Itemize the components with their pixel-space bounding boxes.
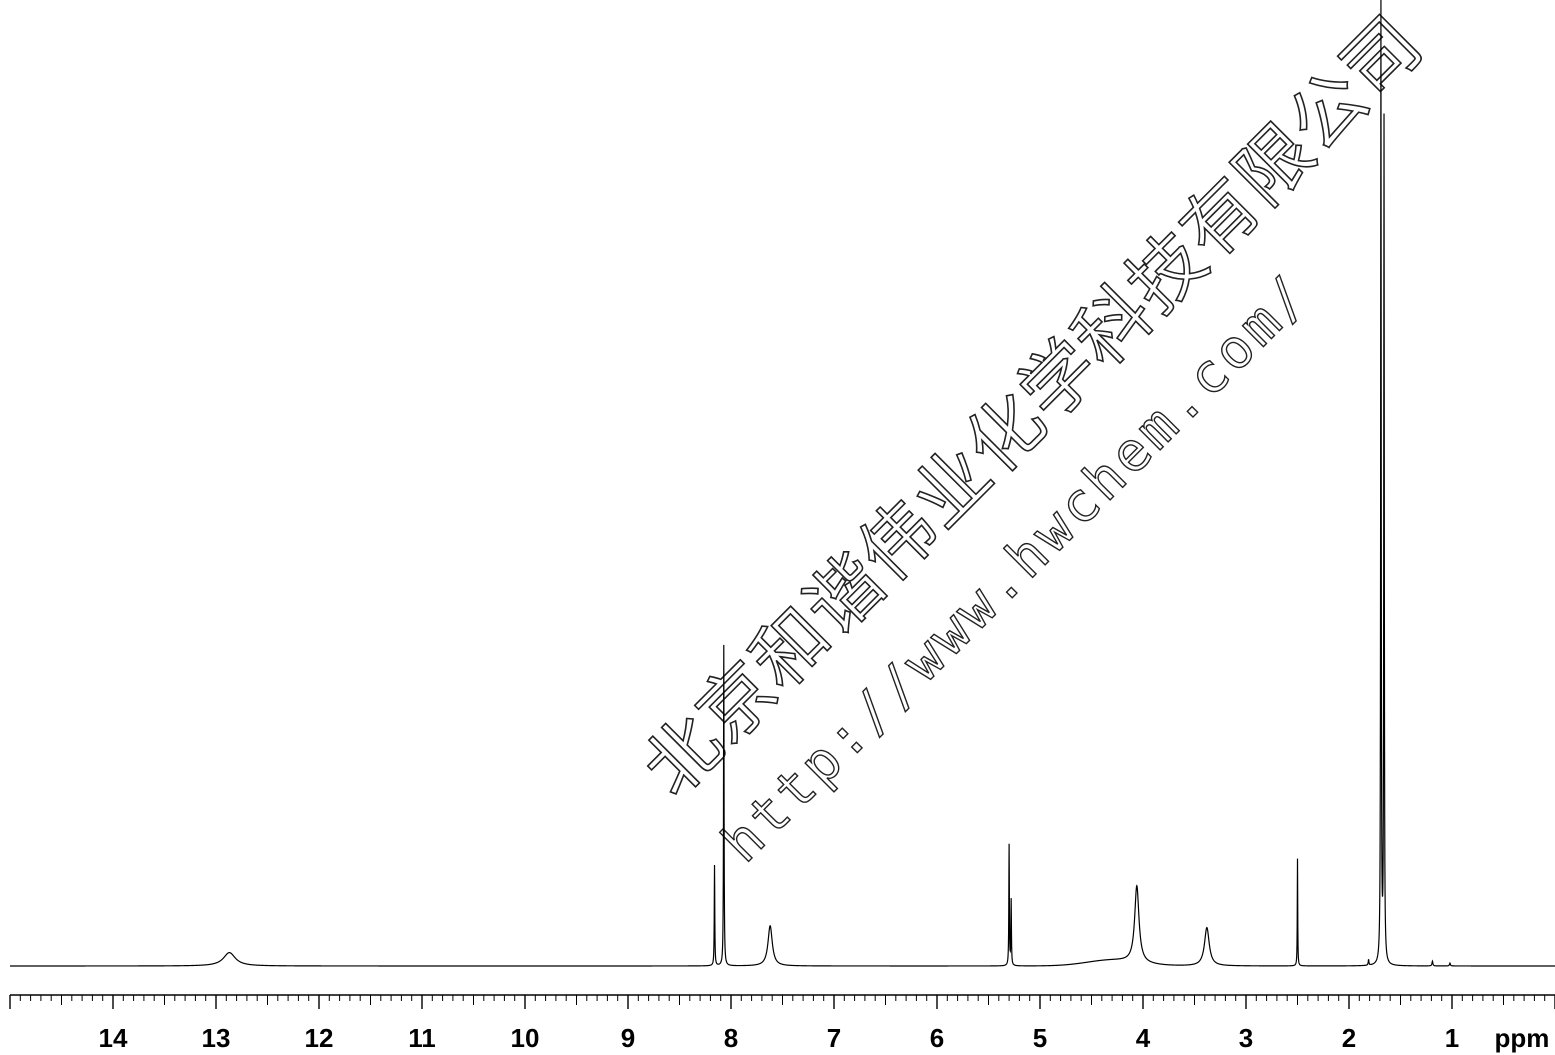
x-tick-labels: 14 13 12 11 10 9 8 7 6 5 4 3 2 1 bbox=[99, 1023, 1460, 1053]
x-tick-label: 9 bbox=[621, 1023, 635, 1053]
x-tick-label: 11 bbox=[408, 1023, 436, 1053]
x-tick-label: 10 bbox=[511, 1023, 540, 1053]
x-tick-label: 3 bbox=[1239, 1023, 1253, 1053]
x-tick-label: 5 bbox=[1033, 1023, 1047, 1053]
x-tick-label: 13 bbox=[202, 1023, 231, 1053]
x-tick-label: 7 bbox=[827, 1023, 841, 1053]
spectrum-trace bbox=[10, 0, 1555, 967]
watermark-company-name: 北京和谐伟业化学科技有限公司 bbox=[627, 0, 1440, 813]
x-tick-label: 12 bbox=[305, 1023, 334, 1053]
spectrum-trace-group bbox=[10, 0, 1555, 967]
x-tick-label: 8 bbox=[724, 1023, 738, 1053]
x-tick-label: 1 bbox=[1445, 1023, 1459, 1053]
x-axis-unit-label: ppm bbox=[1495, 1023, 1550, 1053]
x-tick-label: 2 bbox=[1342, 1023, 1356, 1053]
watermark-url: http://www.hwchem.com/ bbox=[710, 262, 1323, 875]
x-axis bbox=[9, 994, 1555, 1009]
x-tick-label: 4 bbox=[1136, 1023, 1151, 1053]
watermark: 北京和谐伟业化学科技有限公司 http://www.hwchem.com/ bbox=[626, 0, 1441, 875]
x-tick-label: 6 bbox=[930, 1023, 944, 1053]
x-tick-label: 14 bbox=[99, 1023, 128, 1053]
